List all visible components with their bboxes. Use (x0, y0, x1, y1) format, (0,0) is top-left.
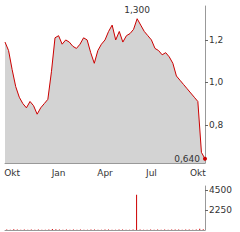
svg-text:Apr: Apr (97, 168, 113, 178)
svg-text:Jan: Jan (51, 168, 66, 178)
svg-text:0,8: 0,8 (209, 120, 224, 130)
svg-text:1,0: 1,0 (209, 77, 224, 87)
svg-text:Jul: Jul (145, 168, 157, 178)
svg-text:4500: 4500 (209, 185, 232, 195)
svg-text:Okt: Okt (4, 168, 20, 178)
svg-text:1,2: 1,2 (209, 35, 223, 45)
svg-text:0,640: 0,640 (174, 154, 200, 164)
svg-text:Okt: Okt (190, 168, 206, 178)
svg-text:1,300: 1,300 (124, 5, 150, 15)
svg-text:2250: 2250 (209, 205, 232, 215)
